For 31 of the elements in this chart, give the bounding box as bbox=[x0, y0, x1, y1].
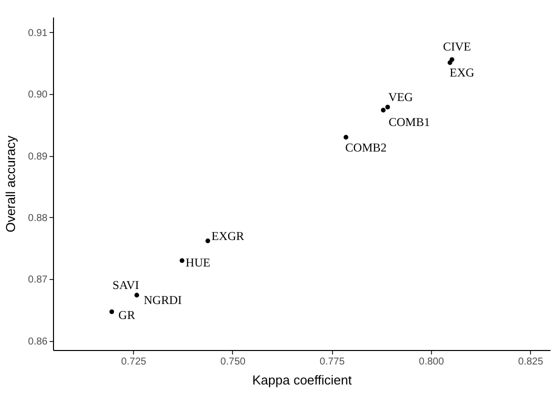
point bbox=[380, 108, 386, 112]
point bbox=[448, 60, 452, 65]
point bbox=[134, 292, 140, 298]
y-tick-label: 0.89 bbox=[28, 151, 48, 162]
point bbox=[205, 238, 210, 244]
x-axis-title: Kappa coefficient bbox=[252, 372, 352, 388]
annotation: EXG bbox=[450, 66, 475, 80]
point bbox=[180, 258, 184, 263]
annotation: CIVE bbox=[442, 40, 471, 54]
annotation: COMB1 bbox=[388, 115, 430, 130]
x-tick-label: 0.800 bbox=[418, 356, 444, 368]
annotation: VEG bbox=[388, 90, 414, 104]
annotation: HUE bbox=[186, 256, 210, 270]
y-tick-label: 0.90 bbox=[28, 90, 48, 101]
y-tick-label: 0.86 bbox=[28, 336, 48, 348]
y-axis-title: Overall accuracy bbox=[3, 135, 18, 232]
y-tick-label: 0.91 bbox=[28, 28, 48, 39]
annotation: COMB2 bbox=[345, 140, 387, 154]
point bbox=[385, 104, 390, 110]
y-tick-label: 0.87 bbox=[28, 274, 48, 286]
annotation: EXGR bbox=[211, 228, 244, 243]
x-tick-label: 0.825 bbox=[518, 356, 544, 368]
x-tick-label: 0.775 bbox=[320, 356, 346, 368]
point bbox=[109, 309, 114, 314]
annotation: NGRDI bbox=[144, 293, 182, 308]
y-tick-label: 0.88 bbox=[28, 212, 48, 224]
annotation: GR bbox=[118, 308, 136, 322]
annotation: SAVI bbox=[112, 278, 139, 292]
x-tick-label: 0.725 bbox=[121, 356, 147, 368]
point bbox=[344, 134, 348, 140]
x-tick-label: 0.750 bbox=[220, 356, 246, 368]
